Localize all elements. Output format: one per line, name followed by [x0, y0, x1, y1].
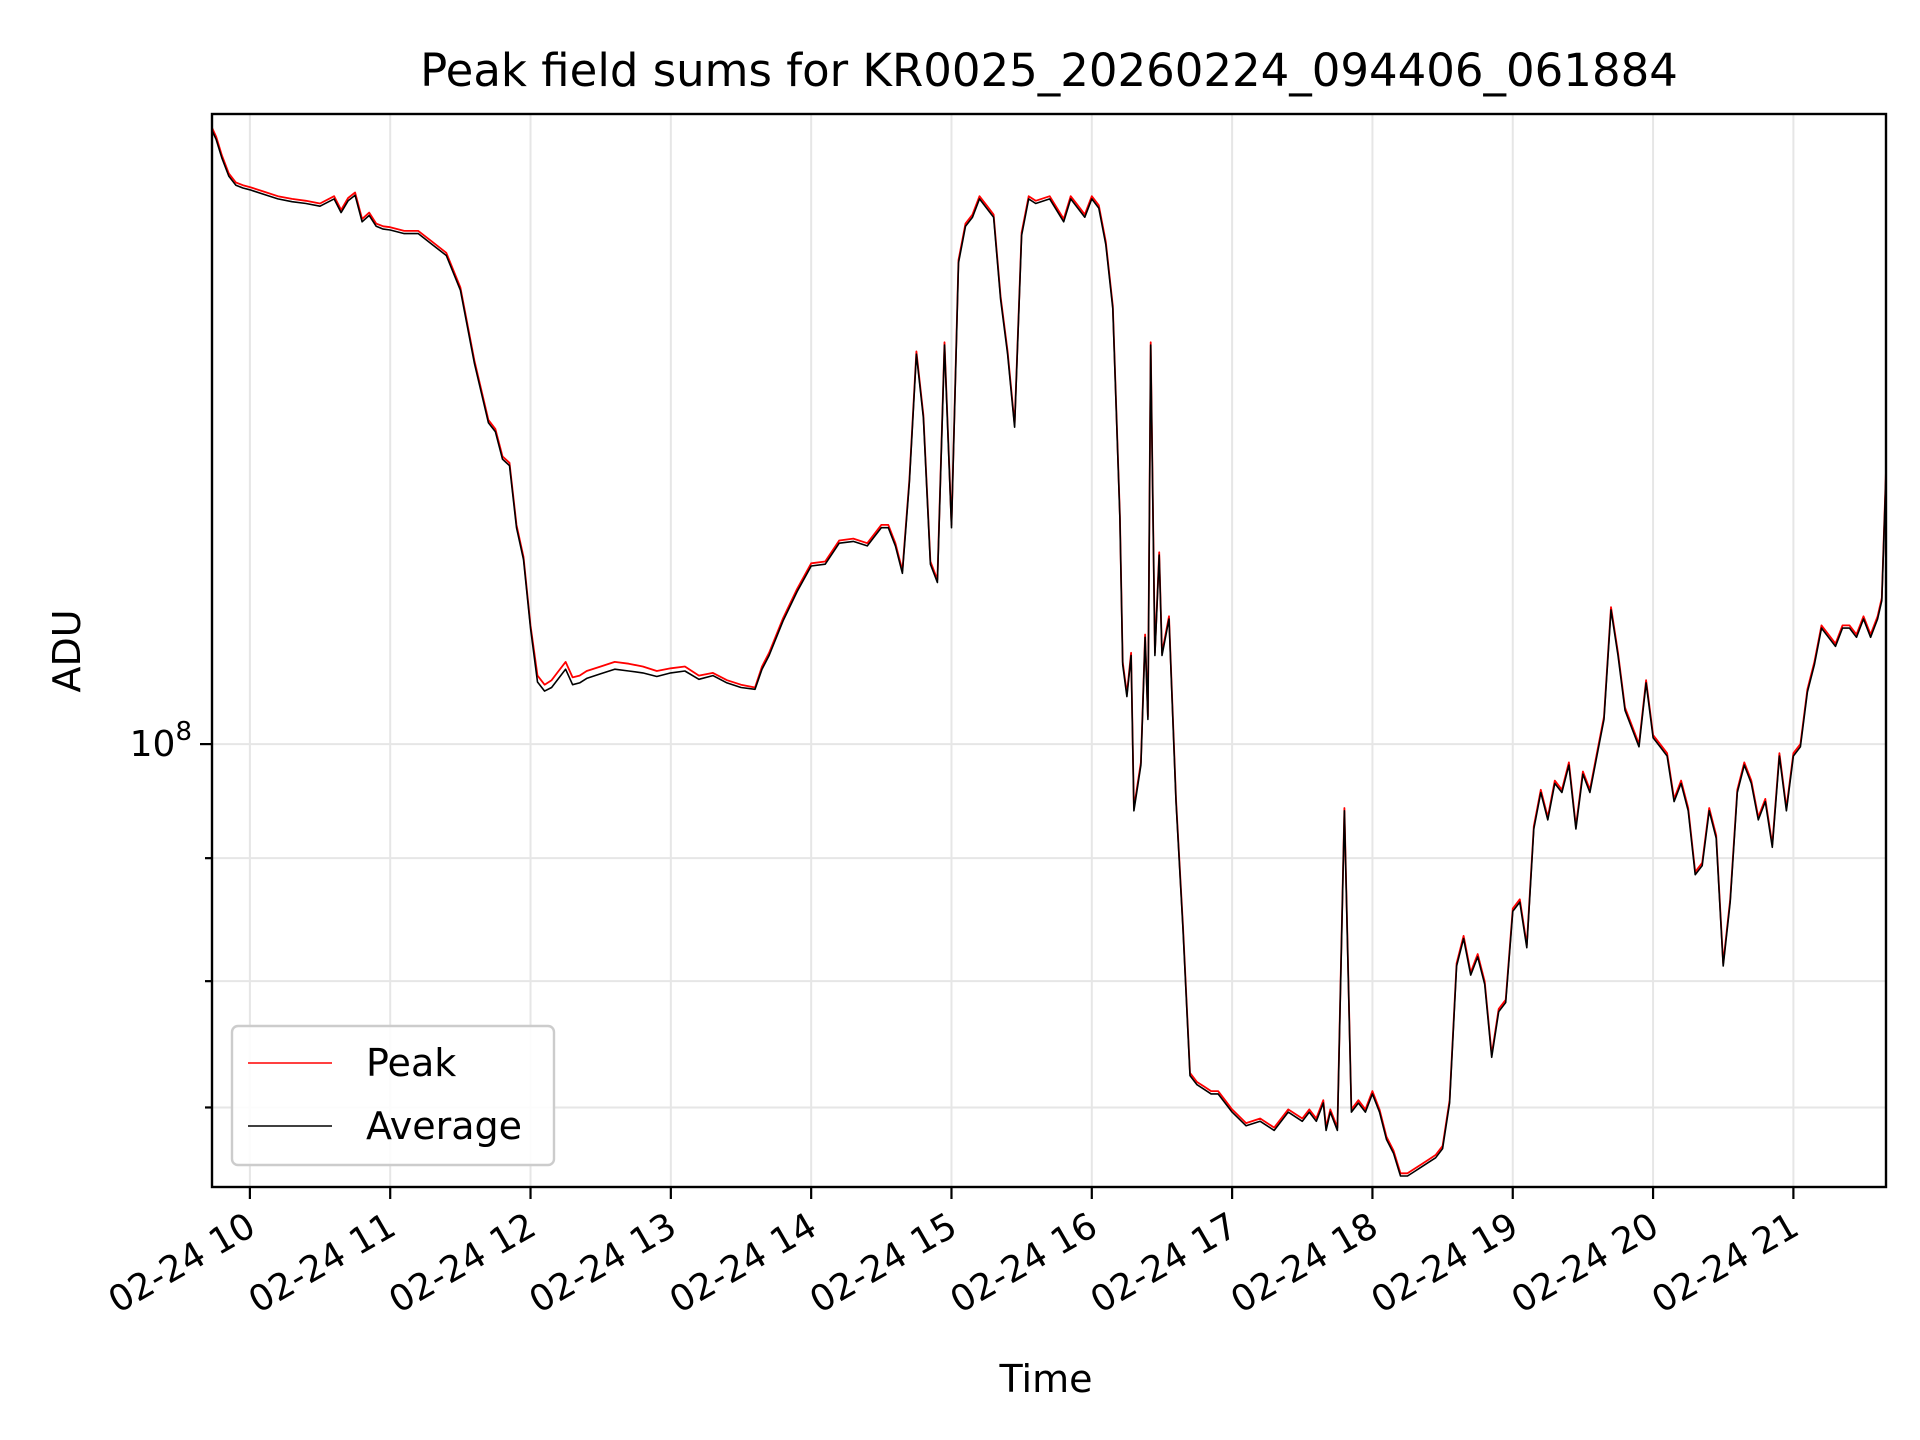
grid — [212, 114, 1886, 1187]
legend: Peak Average — [230, 1024, 556, 1167]
series-line-average — [212, 130, 1886, 1177]
y-axis-label: ADU — [45, 609, 89, 692]
y-axis-ticks: 108 — [130, 717, 212, 1109]
y-tick-label: 108 — [130, 717, 192, 765]
chart-title: Peak field sums for KR0025_20260224_0944… — [420, 44, 1678, 97]
y-tick-label-exponent: 8 — [175, 717, 192, 747]
y-tick-label-base: 10 — [130, 724, 176, 765]
plot-lines — [212, 127, 1886, 1177]
legend-label-average: Average — [366, 1104, 522, 1148]
legend-label-peak: Peak — [366, 1041, 456, 1085]
plot-area-frame — [210, 112, 1888, 1189]
legend-box — [230, 1024, 556, 1167]
x-axis-label: Time — [999, 1357, 1093, 1401]
